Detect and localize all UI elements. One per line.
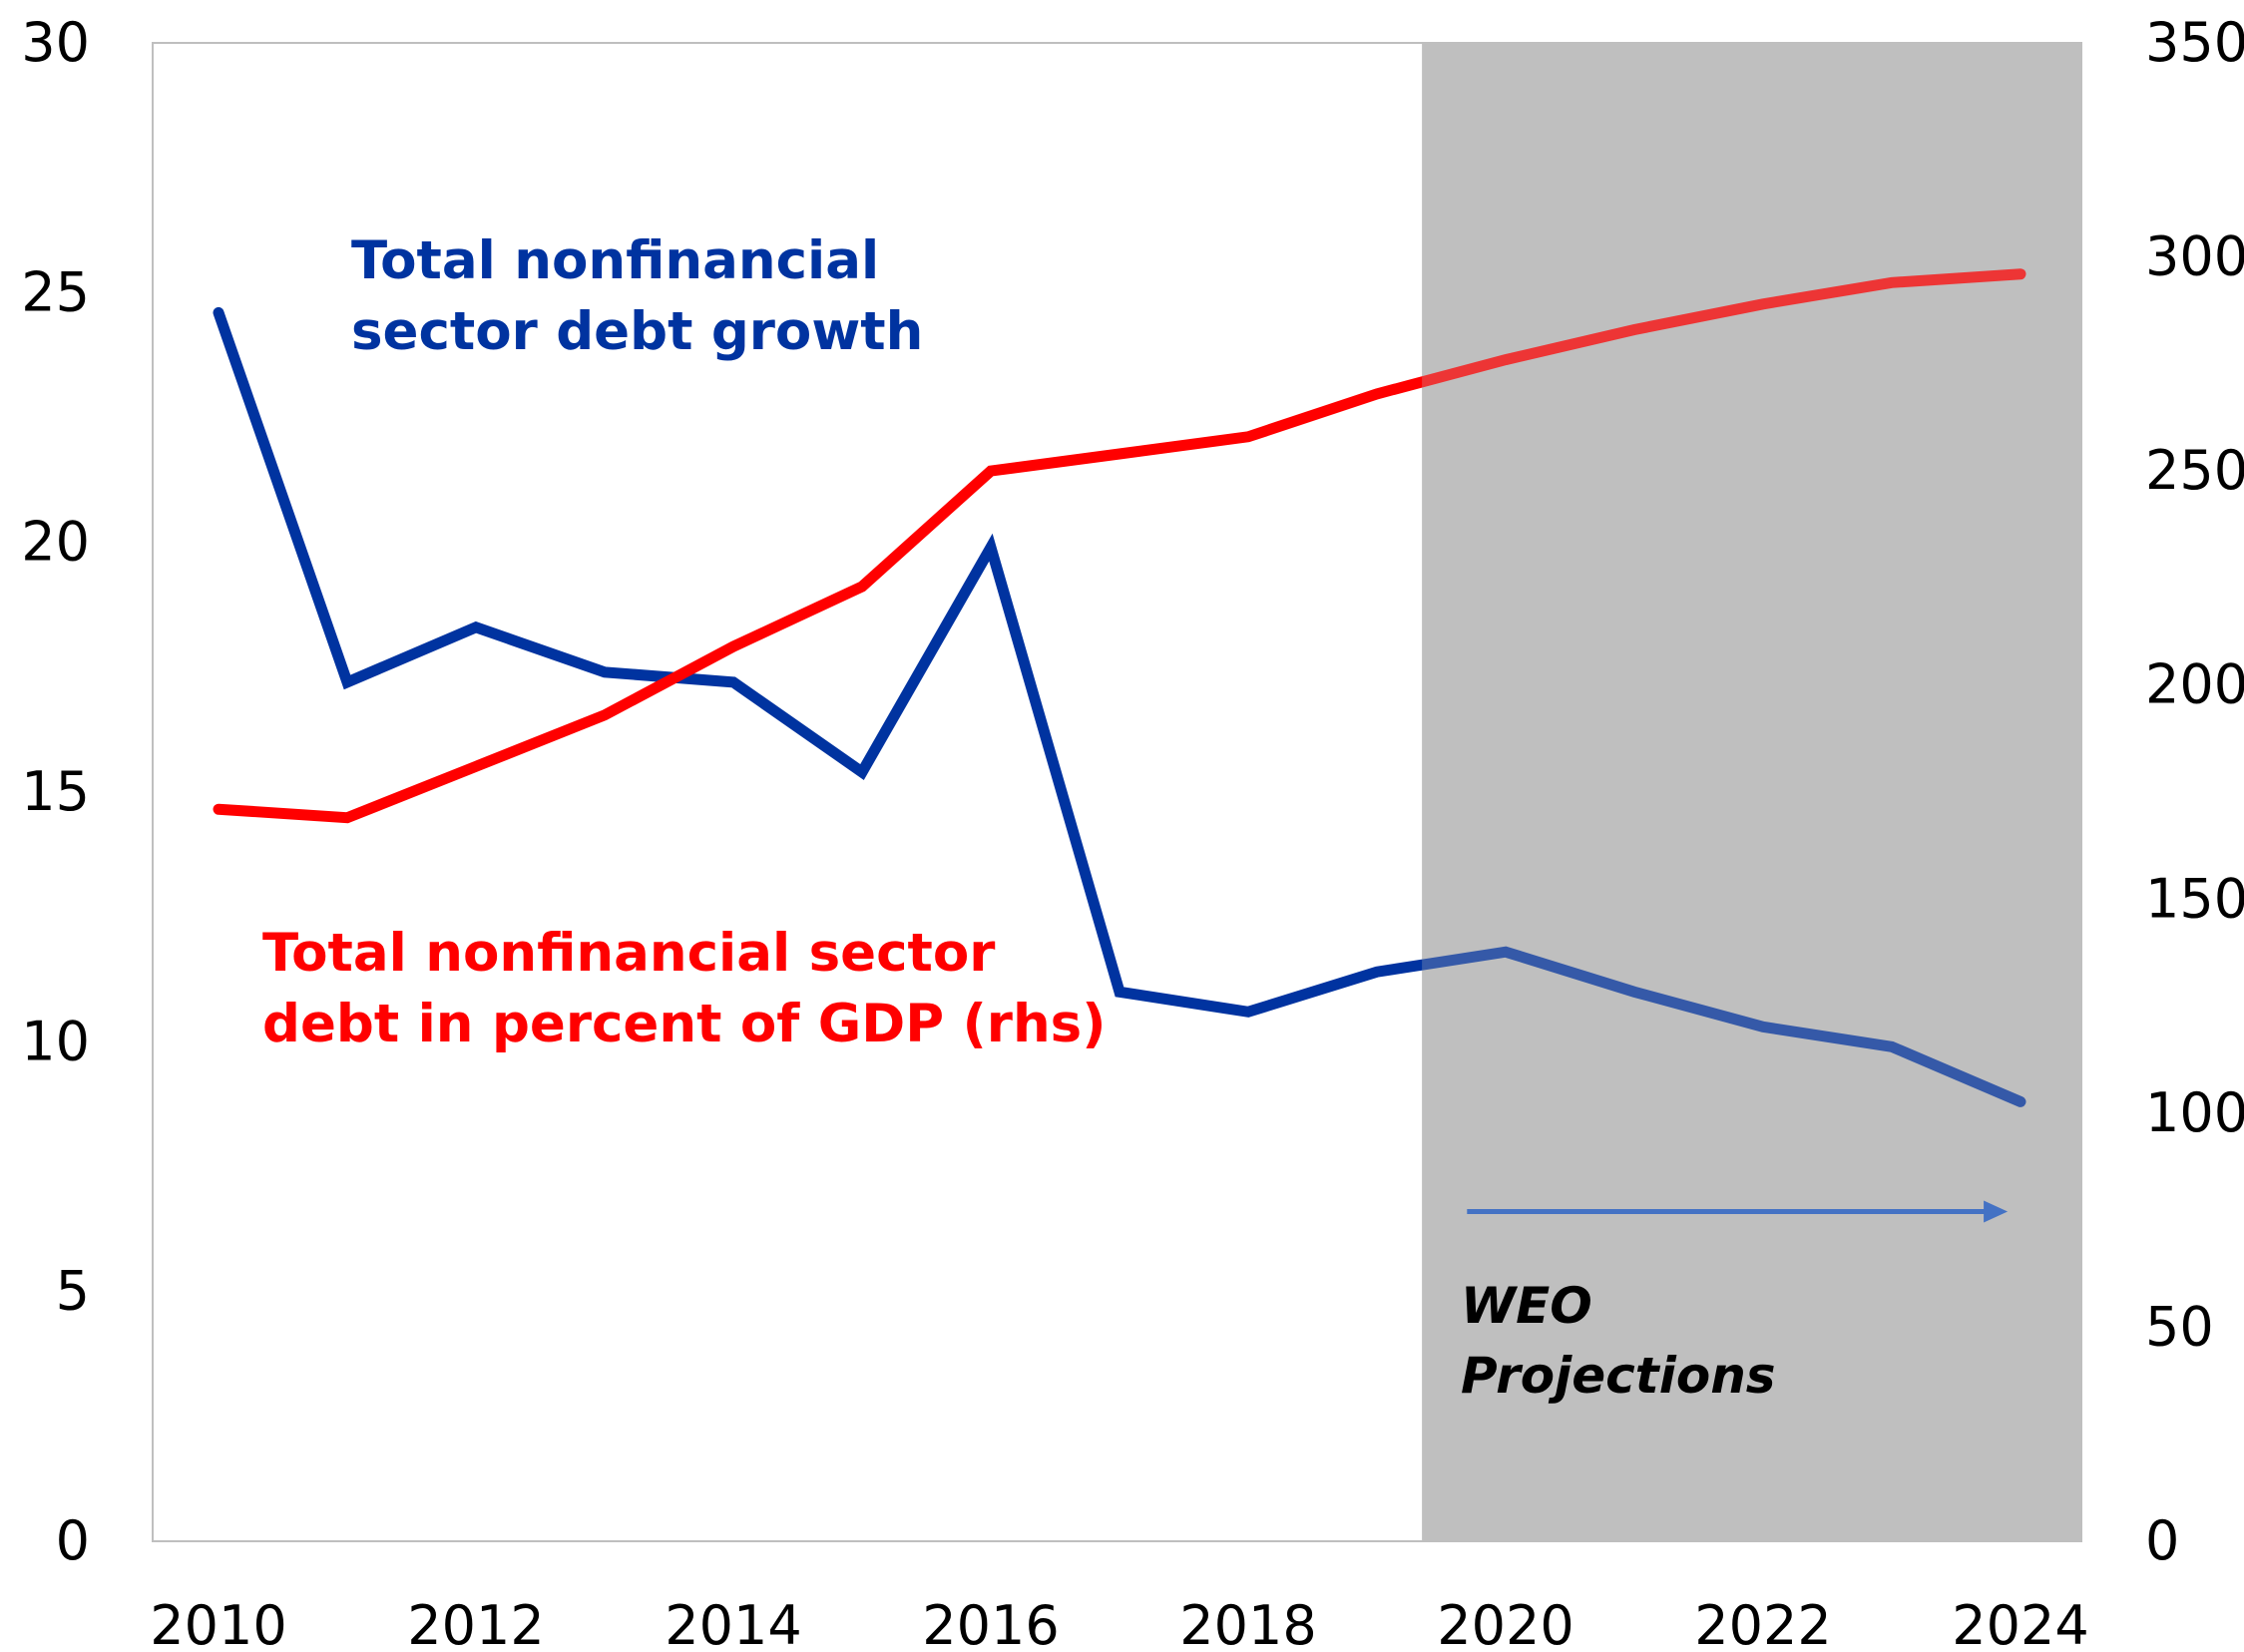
axes-layer — [152, 42, 2082, 1542]
x-tick-label: 2014 — [665, 1594, 801, 1652]
x-tick-label: 2018 — [1179, 1594, 1316, 1652]
y-left-tick-label: 10 — [21, 1010, 90, 1072]
x-tick-label: 2020 — [1437, 1594, 1573, 1652]
projection-note: WEO Projections — [1461, 1277, 1776, 1405]
x-tick-label: 2016 — [922, 1594, 1059, 1652]
projection-overlay-layer — [1422, 43, 2081, 1541]
y-left-tick-label: 30 — [21, 11, 90, 74]
y-right-tick-label: 200 — [2145, 653, 2244, 716]
series-label-debt-to-gdp-line-2: debt in percent of GDP (rhs) — [262, 994, 1106, 1054]
y-right-tick-label: 250 — [2145, 439, 2244, 502]
x-tick-label: 2022 — [1694, 1594, 1831, 1652]
series-label-debt-growth: Total nonfinancial sector debt growth — [351, 230, 923, 362]
projection-overlay — [1422, 43, 2081, 1541]
y-left-tick-label: 0 — [56, 1509, 90, 1572]
series-label-debt-growth-line-1: Total nonfinancial — [351, 230, 879, 291]
series-label-debt-to-gdp: Total nonfinancial sector debt in percen… — [262, 923, 1106, 1054]
y-left-tick-label: 20 — [21, 511, 90, 574]
plot-frame — [152, 42, 2082, 1542]
y-right-tick-label: 50 — [2145, 1295, 2214, 1358]
series-line-debt-to-gdp — [213, 268, 2026, 824]
y-left-tick-label: 5 — [56, 1260, 90, 1323]
x-tick-label: 2024 — [1952, 1594, 2088, 1652]
series-lines-layer — [213, 268, 2026, 1107]
y-left-tick-label: 25 — [21, 260, 90, 323]
x-tick-label: 2012 — [407, 1594, 544, 1652]
y-left-tick-label: 15 — [21, 760, 90, 823]
y-right-tick-label: 350 — [2145, 11, 2244, 74]
projection-shaded-region — [1422, 43, 2081, 1541]
projection-arrow-head — [1984, 1200, 2009, 1223]
series-line-debt-growth — [213, 306, 2026, 1107]
projection-shade-layer — [1422, 43, 2081, 1541]
y-right-tick-label: 300 — [2145, 225, 2244, 288]
projection-note-line-1: WEO — [1461, 1277, 1592, 1335]
y-right-tick-label: 0 — [2145, 1509, 2179, 1572]
projection-note-line-2: Projections — [1461, 1347, 1776, 1405]
y-right-tick-label: 150 — [2145, 867, 2244, 930]
series-label-debt-to-gdp-line-1: Total nonfinancial sector — [262, 923, 995, 984]
series-label-debt-growth-line-2: sector debt growth — [351, 301, 923, 362]
y-right-tick-label: 100 — [2145, 1081, 2244, 1144]
x-tick-label: 2010 — [150, 1594, 286, 1652]
